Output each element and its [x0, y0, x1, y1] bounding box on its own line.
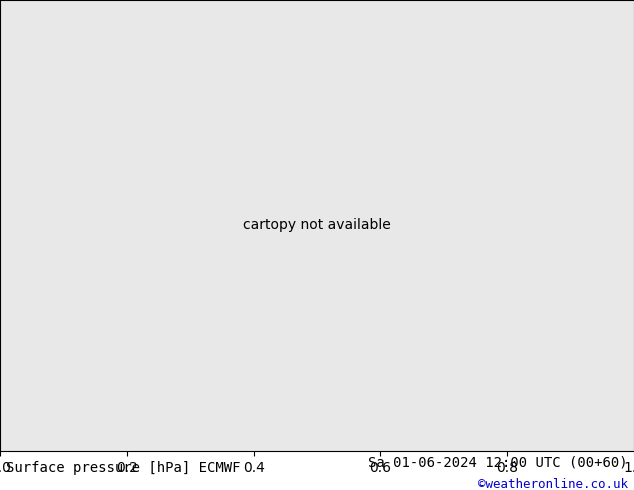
Text: Surface pressure [hPa] ECMWF: Surface pressure [hPa] ECMWF [6, 462, 241, 475]
Text: cartopy not available: cartopy not available [243, 219, 391, 232]
Text: Sa 01-06-2024 12:00 UTC (00+60): Sa 01-06-2024 12:00 UTC (00+60) [368, 456, 628, 469]
Text: ©weatheronline.co.uk: ©weatheronline.co.uk [477, 478, 628, 490]
